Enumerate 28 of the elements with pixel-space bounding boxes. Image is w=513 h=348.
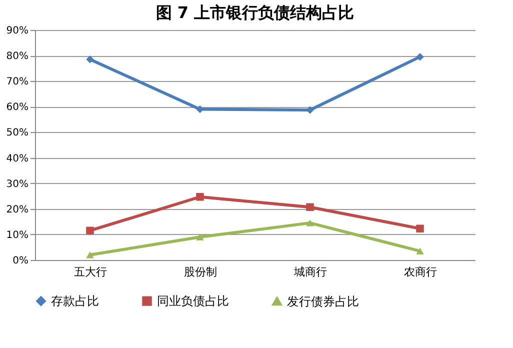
legend-label: 发行债券占比 bbox=[287, 294, 359, 308]
point bbox=[306, 220, 314, 226]
y-tick-label: 20% bbox=[6, 204, 28, 216]
point bbox=[196, 193, 204, 201]
point bbox=[86, 226, 94, 234]
x-tick-label: 股份制 bbox=[184, 266, 217, 278]
y-tick-label: 40% bbox=[6, 153, 28, 164]
point bbox=[416, 52, 424, 61]
x-tick-label: 农商行 bbox=[404, 266, 437, 278]
y-tick-label: 10% bbox=[6, 230, 28, 241]
y-tick-label: 90% bbox=[6, 26, 28, 36]
y-tick-label: 50% bbox=[6, 128, 28, 139]
legend-label: 存款占比 bbox=[51, 294, 99, 308]
legend-label: 同业负债占比 bbox=[157, 294, 229, 308]
point bbox=[196, 234, 204, 240]
y-tick-label: 0% bbox=[12, 256, 28, 266]
x-tick-label: 城商行 bbox=[293, 266, 327, 278]
point bbox=[86, 252, 94, 258]
y-tick-label: 70% bbox=[6, 76, 28, 88]
y-tick-label: 60% bbox=[6, 102, 28, 114]
y-tick-label: 80% bbox=[6, 51, 28, 62]
x-tick-label: 五大行 bbox=[74, 266, 107, 278]
point bbox=[416, 248, 424, 254]
point bbox=[306, 203, 314, 211]
point bbox=[416, 224, 424, 232]
point bbox=[86, 56, 94, 64]
chart-title: 图 7 上市银行负债结构占比 bbox=[156, 3, 354, 22]
y-tick-label: 30% bbox=[6, 178, 28, 190]
